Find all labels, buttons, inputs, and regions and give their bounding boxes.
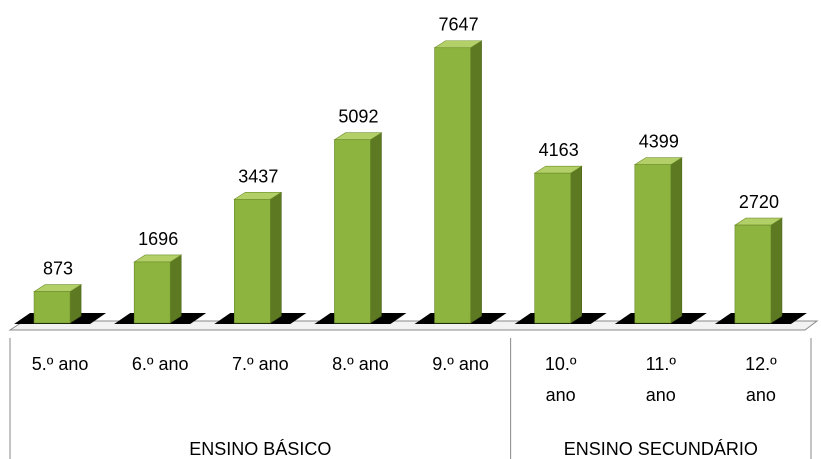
data-label: 873 — [43, 259, 73, 279]
bar-front — [734, 224, 772, 324]
bar — [233, 191, 283, 324]
bar-front — [634, 164, 672, 324]
data-label: 3437 — [238, 166, 278, 186]
data-label: 7647 — [439, 15, 479, 35]
tick-label: 11.º ano — [646, 354, 677, 405]
bar-side — [570, 165, 582, 324]
bar — [533, 165, 583, 324]
bar-side — [370, 132, 382, 324]
bar-side — [470, 40, 482, 324]
bar-group — [33, 40, 783, 324]
tick-label: 8.º ano — [332, 354, 389, 374]
bar-front — [534, 172, 571, 324]
data-label: 4399 — [639, 132, 679, 152]
bar-front — [33, 291, 71, 324]
tick-label: 5.º ano — [32, 354, 89, 374]
data-label: 5092 — [338, 107, 378, 127]
bar — [333, 132, 383, 324]
bar — [133, 254, 183, 324]
data-label: 1696 — [138, 229, 178, 249]
bar-side — [270, 191, 282, 324]
group-label: ENSINO SECUNDÁRIO — [564, 439, 758, 459]
chart-floor — [8, 313, 819, 331]
bar-front — [334, 139, 371, 324]
data-label-group: 873 1696 3437 5092 7647 4163 4399 2720 — [43, 15, 779, 279]
bar-front — [234, 198, 271, 324]
bar — [733, 217, 783, 324]
bar-side — [169, 254, 182, 324]
tick-label: 9.º ano — [432, 354, 489, 374]
bar — [633, 157, 683, 324]
bar — [33, 284, 83, 324]
data-label: 4163 — [539, 140, 579, 160]
group-label: ENSINO BÁSICO — [189, 439, 331, 459]
bar-front — [434, 47, 471, 324]
tick-label: 7.º ano — [232, 354, 289, 374]
tick-label: 12.º ano — [745, 354, 777, 405]
bar — [433, 40, 483, 324]
data-label: 2720 — [739, 192, 779, 212]
bar-side — [670, 157, 683, 324]
category-axis-table: 5.º ano 6.º ano 7.º ano 8.º ano 9.º ano 10.º a… — [9, 338, 812, 459]
tick-label: 10.º ano — [545, 354, 577, 405]
bar-side — [770, 217, 783, 324]
tick-label: 6.º ano — [132, 354, 189, 374]
bar-front — [133, 261, 171, 324]
